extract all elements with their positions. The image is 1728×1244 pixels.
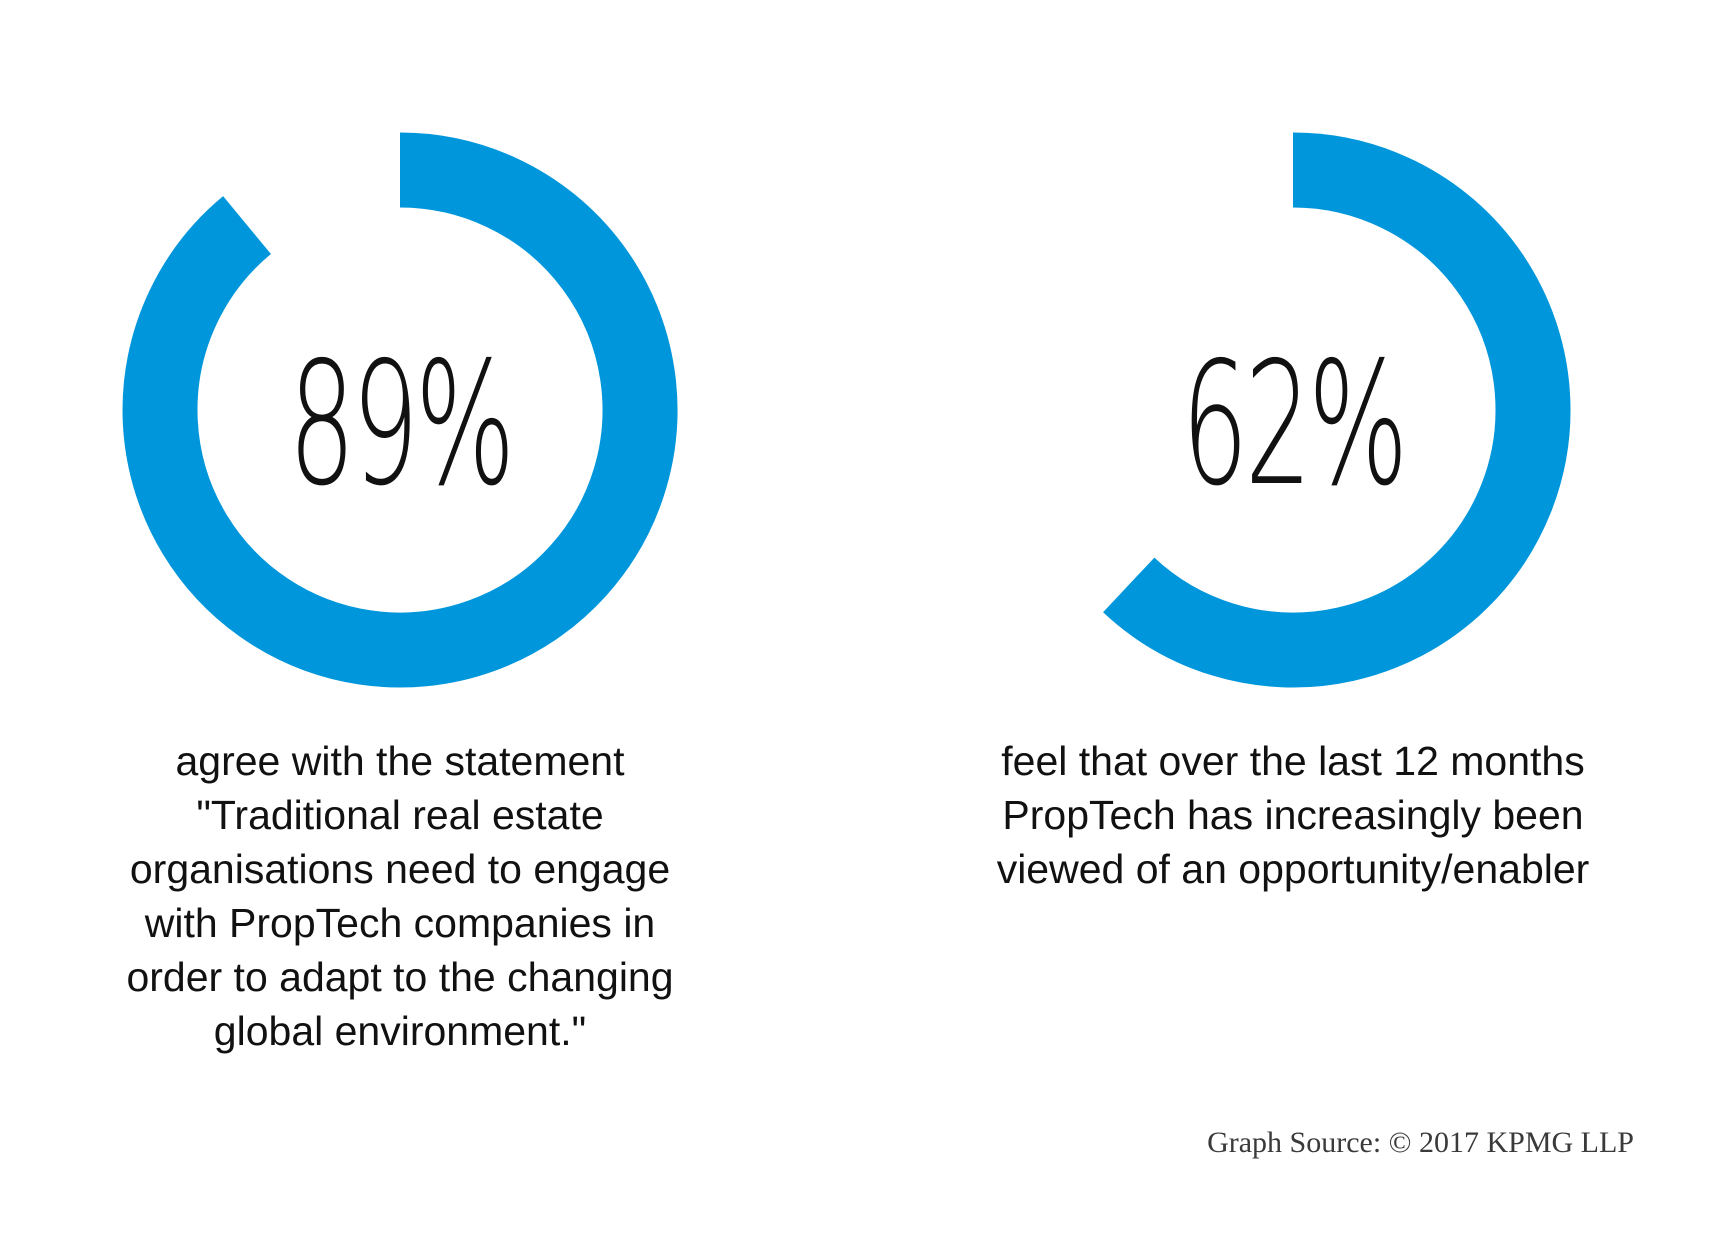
caption-line: feel that over the last 12 months bbox=[1001, 738, 1585, 784]
caption-line: global environment." bbox=[213, 1008, 587, 1054]
caption-line: organisations need to engage bbox=[129, 846, 671, 892]
caption-line: with PropTech companies in bbox=[144, 900, 656, 946]
caption-agree: agree with the statement "Traditional re… bbox=[60, 734, 740, 1058]
caption-line: PropTech has increasingly been bbox=[1002, 792, 1584, 838]
caption-opportunity: feel that over the last 12 months PropTe… bbox=[913, 734, 1673, 896]
donut-arc-opportunity bbox=[1103, 132, 1571, 688]
graph-source: Graph Source: © 2017 KPMG LLP bbox=[1207, 1126, 1634, 1159]
caption-line: viewed of an opportunity/enabler bbox=[996, 846, 1590, 892]
caption-line: order to adapt to the changing bbox=[126, 954, 674, 1000]
donut-value-opportunity: 62% bbox=[1181, 326, 1408, 524]
caption-line: agree with the statement bbox=[175, 738, 625, 784]
donut-arc-agree bbox=[122, 132, 678, 688]
donut-value-agree: 89% bbox=[288, 326, 515, 524]
caption-line: "Traditional real estate bbox=[196, 792, 604, 838]
